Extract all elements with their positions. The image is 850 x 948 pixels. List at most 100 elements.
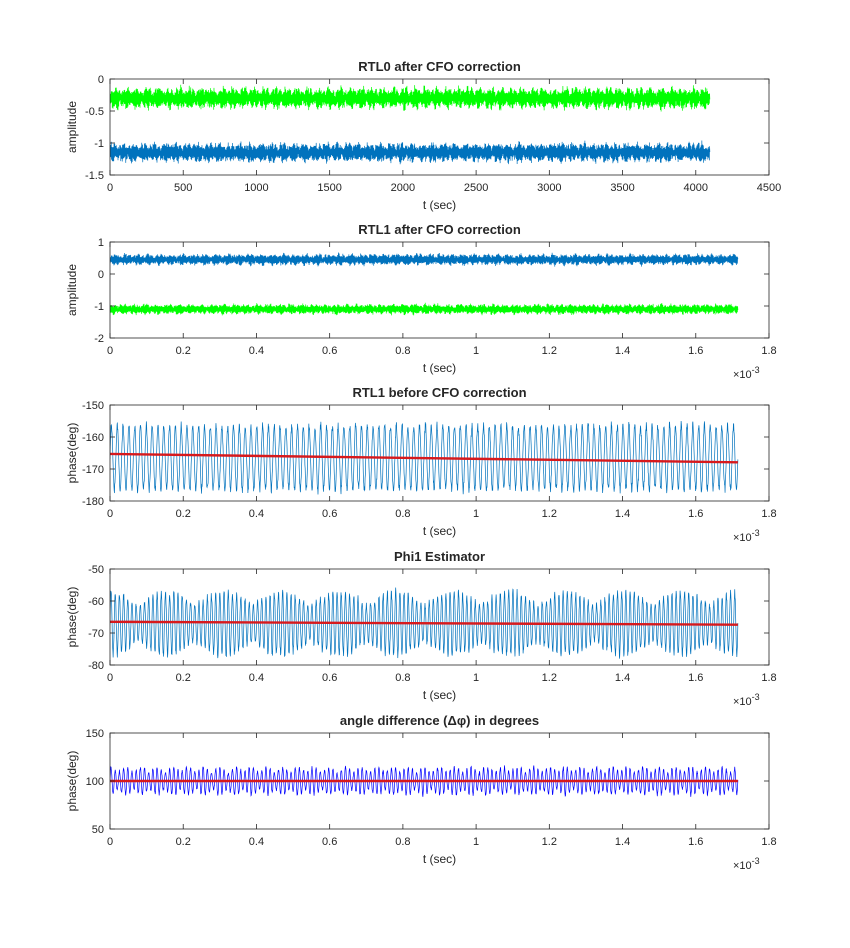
x-tick-label: 1.2 (542, 672, 557, 684)
chart-title: RTL0 after CFO correction (358, 59, 521, 74)
x-tick-label: 3000 (537, 182, 561, 194)
x-tick-label: 500 (174, 182, 192, 194)
x-axis-label: t (sec) (423, 361, 456, 375)
x-tick-label: 0 (107, 182, 113, 194)
chart-panel-4: 0 0.2 0.4 0.6 0.8 1 1.2 1.4 1.6 1.8 -80 -70 -60 -50 Ph… (65, 549, 777, 708)
x-tick-label: 1000 (244, 182, 268, 194)
y-tick-label: -50 (88, 564, 104, 576)
x-axis-exponent: ×10-3 (733, 692, 760, 708)
y-axis-label: amplitude (65, 264, 79, 316)
y-tick-label: -70 (88, 628, 104, 640)
x-tick-label: 0.8 (395, 836, 410, 848)
x-tick-label: 1.4 (615, 345, 630, 357)
x-tick-label: 0 (107, 672, 113, 684)
x-tick-label: 0.4 (249, 672, 264, 684)
x-tick-label: 0.2 (176, 672, 191, 684)
y-tick-label: -2 (94, 333, 104, 345)
x-tick-label: 1.2 (542, 836, 557, 848)
x-tick-label: 0.6 (322, 508, 337, 520)
series-line-2 (110, 140, 711, 165)
x-tick-label: 1.4 (615, 508, 630, 520)
y-tick-label: -80 (88, 660, 104, 672)
x-tick-label: 1.8 (761, 672, 776, 684)
x-axis-exponent: ×10-3 (733, 856, 760, 872)
y-axis-label: amplitude (65, 101, 79, 153)
y-tick-label: -0.5 (85, 106, 104, 118)
series-group (110, 252, 739, 316)
x-tick-label: 0 (107, 345, 113, 357)
x-tick-label: 0.6 (322, 836, 337, 848)
x-tick-label: 0 (107, 508, 113, 520)
y-tick-label: 150 (86, 728, 104, 740)
y-tick-label: 50 (92, 824, 104, 836)
series-group (110, 587, 739, 659)
x-tick-label: 3500 (610, 182, 634, 194)
x-tick-label: 0 (107, 836, 113, 848)
axes-box (109, 78, 770, 176)
x-tick-label: 1.4 (615, 836, 630, 848)
y-tick-label: 0 (98, 74, 104, 86)
x-axis-label: t (sec) (423, 688, 456, 702)
x-tick-label: 1.6 (688, 836, 703, 848)
axes-box (109, 404, 770, 502)
y-tick-label: -1 (94, 138, 104, 150)
x-tick-label: 4000 (684, 182, 708, 194)
x-exponent-value: -3 (752, 365, 760, 375)
axes-box (109, 568, 770, 666)
y-tick-label: 100 (86, 776, 104, 788)
y-axis-label: phase(deg) (65, 751, 79, 812)
y-tick-label: -180 (82, 496, 104, 508)
chart-panel-5: 0 0.2 0.4 0.6 0.8 1 1.2 1.4 1.6 1.8 50 100 150 angle … (65, 713, 777, 872)
x-tick-label: 1 (473, 345, 479, 357)
y-tick-label: -170 (82, 464, 104, 476)
x-tick-label: 1 (473, 672, 479, 684)
series-group (110, 420, 739, 495)
x-exponent-value: -3 (752, 692, 760, 702)
y-tick-label: -1 (94, 301, 104, 313)
x-tick-label: 1 (473, 836, 479, 848)
x-axis-exponent: ×10-3 (733, 528, 760, 544)
x-tick-label: 1.2 (542, 345, 557, 357)
x-tick-label: 0.6 (322, 672, 337, 684)
series-group (110, 84, 711, 165)
axes-box (109, 241, 770, 339)
x-tick-label: 1.2 (542, 508, 557, 520)
x-tick-label: 2500 (464, 182, 488, 194)
x-tick-label: 0.4 (249, 836, 264, 848)
series-line-2 (110, 302, 739, 316)
x-tick-label: 1.8 (761, 836, 776, 848)
x-tick-label: 0.2 (176, 836, 191, 848)
y-tick-label: 0 (98, 269, 104, 281)
series-line-1 (110, 252, 739, 267)
chart-title: RTL1 before CFO correction (352, 385, 526, 400)
x-tick-label: 2000 (391, 182, 415, 194)
x-axis-label: t (sec) (423, 524, 456, 538)
x-axis-exponent: ×10-3 (733, 365, 760, 381)
y-axis-label: phase(deg) (65, 423, 79, 484)
x-tick-label: 1 (473, 508, 479, 520)
x-axis-label: t (sec) (423, 198, 456, 212)
y-tick-label: 1 (98, 237, 104, 249)
x-tick-label: 1500 (317, 182, 341, 194)
chart-panel-3: 0 0.2 0.4 0.6 0.8 1 1.2 1.4 1.6 1.8 -180 -170 -160 -1… (65, 385, 777, 544)
y-tick-label: -1.5 (85, 170, 104, 182)
x-tick-label: 4500 (757, 182, 781, 194)
trend-line-1 (110, 452, 738, 464)
x-tick-label: 0.8 (395, 672, 410, 684)
y-tick-label: -150 (82, 400, 104, 412)
x-tick-label: 1.8 (761, 345, 776, 357)
x-tick-label: 0.2 (176, 508, 191, 520)
y-axis-label: phase(deg) (65, 587, 79, 648)
x-axis-label: t (sec) (423, 852, 456, 866)
chart-title: RTL1 after CFO correction (358, 222, 521, 237)
y-tick-label: -160 (82, 432, 104, 444)
x-tick-label: 0.8 (395, 345, 410, 357)
x-tick-label: 1.6 (688, 508, 703, 520)
x-tick-label: 1.6 (688, 672, 703, 684)
x-tick-label: 1.4 (615, 672, 630, 684)
x-exponent-value: -3 (752, 856, 760, 866)
x-tick-label: 0.6 (322, 345, 337, 357)
chart-title: Phi1 Estimator (394, 549, 485, 564)
x-tick-label: 0.4 (249, 345, 264, 357)
